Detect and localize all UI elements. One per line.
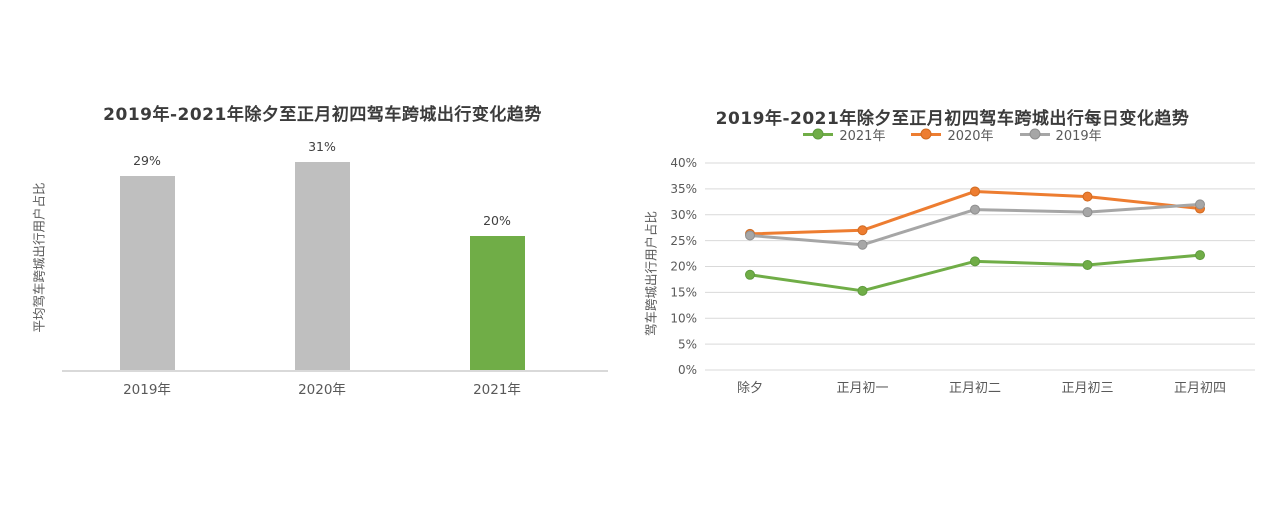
legend-dot-icon xyxy=(1029,128,1041,140)
y-tick-label: 25% xyxy=(670,234,697,248)
bar-plot-area: 29% 31% 20% xyxy=(62,138,608,372)
legend-label: 2021年 xyxy=(839,128,886,144)
data-point-2021年 xyxy=(745,269,755,280)
bar-category-label: 2019年 xyxy=(123,382,171,398)
legend-dot-icon xyxy=(812,128,824,140)
legend-line-marker-icon xyxy=(1019,128,1050,140)
data-point-2019年 xyxy=(1082,207,1093,218)
line-plot-area: 0% 5% 10% 15% 20% 25% 30% 35% 40% 除夕 正月初一 正月初二 正月初三 正… xyxy=(670,158,1255,396)
legend-item-2020年: 2020年 xyxy=(911,125,994,144)
bar-chart-y-axis-label: 平均驾车跨城出行用户占比 xyxy=(31,182,47,333)
bar-value-label: 20% xyxy=(483,213,511,228)
y-tick-label: 5% xyxy=(678,337,697,351)
y-tick-label: 30% xyxy=(670,208,697,222)
data-point-2021年 xyxy=(1195,250,1205,261)
bar-category-label: 2020年 xyxy=(298,382,346,398)
x-tick-label: 正月初四 xyxy=(1174,381,1226,396)
legend-label: 2020年 xyxy=(947,128,994,144)
y-tick-label: 15% xyxy=(670,286,697,300)
line-chart-legend: 2021年 2020年 2019年 xyxy=(640,125,1265,144)
y-tick-label: 35% xyxy=(670,182,697,196)
data-point-2021年 xyxy=(857,285,868,296)
bar-category-label: 2021年 xyxy=(473,382,521,398)
x-tick-label: 除夕 xyxy=(737,381,763,396)
bar-chart-x-axis: 2019年 2020年 2021年 xyxy=(62,378,608,398)
y-tick-label: 20% xyxy=(670,260,697,274)
data-point-2021年 xyxy=(970,256,980,267)
bar-value-label: 29% xyxy=(133,153,161,168)
legend-item-2021年: 2021年 xyxy=(803,125,885,144)
y-tick-label: 40% xyxy=(670,158,697,170)
line-chart-y-axis-label: 驾车跨城出行用户占比 xyxy=(643,211,659,337)
x-tick-label: 正月初三 xyxy=(1061,381,1113,396)
data-point-2019年 xyxy=(857,239,868,250)
bar-2019年 xyxy=(119,176,175,370)
data-point-2021年 xyxy=(1082,259,1093,270)
legend-dot-icon xyxy=(920,128,932,140)
legend-line-marker-icon xyxy=(803,128,834,140)
bar-2020年 xyxy=(294,162,350,370)
data-point-2020年 xyxy=(1082,191,1093,202)
y-tick-label: 0% xyxy=(678,363,697,377)
bar-chart-title: 2019年-2021年除夕至正月初四驾车跨城出行变化趋势 xyxy=(103,105,542,126)
data-point-2020年 xyxy=(970,186,980,197)
line-chart: 2019年-2021年除夕至正月初四驾车跨城出行每日变化趋势 2021年 2020… xyxy=(640,85,1265,425)
bar-2021年 xyxy=(469,236,525,370)
bar-value-label: 31% xyxy=(308,139,336,154)
data-point-2019年 xyxy=(1195,199,1205,210)
legend-item-2019年: 2019年 xyxy=(1019,125,1102,144)
x-tick-label: 正月初二 xyxy=(949,381,1001,396)
x-tick-label: 正月初一 xyxy=(836,381,888,396)
line-chart-title: 2019年-2021年除夕至正月初四驾车跨城出行每日变化趋势 xyxy=(715,109,1190,130)
data-point-2020年 xyxy=(857,225,868,236)
data-point-2019年 xyxy=(970,204,980,215)
legend-label: 2019年 xyxy=(1055,128,1102,144)
bar-chart: 2019年-2021年除夕至正月初四驾车跨城出行变化趋势 平均驾车跨城出行用户占… xyxy=(30,80,615,410)
data-point-2019年 xyxy=(745,230,755,241)
legend-line-marker-icon xyxy=(911,128,942,140)
y-tick-label: 10% xyxy=(670,311,697,325)
